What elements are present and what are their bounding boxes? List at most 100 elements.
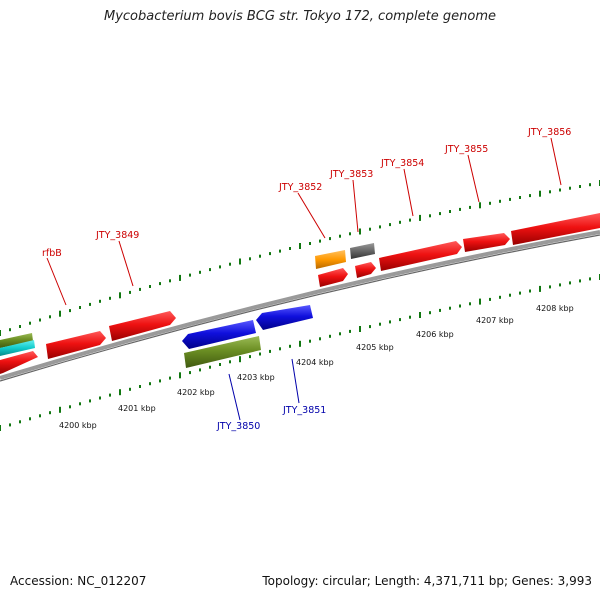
minor-tick: [319, 337, 321, 341]
minor-tick: [199, 368, 201, 372]
scale-labels: 4200 kbp 4201 kbp 4202 kbp 4203 kbp 4204…: [59, 304, 574, 430]
minor-tick: [349, 329, 351, 333]
minor-tick: [149, 382, 151, 386]
minor-tick: [549, 190, 551, 194]
gene-arrow-forward[interactable]: [511, 213, 600, 245]
major-tick: [59, 310, 61, 317]
gene-label-jty3854[interactable]: JTY_3854: [380, 158, 424, 169]
minor-tick: [159, 379, 161, 383]
gene-arrow-reverse[interactable]: [182, 320, 256, 349]
minor-tick: [19, 420, 21, 424]
gene-arrow-forward[interactable]: [463, 233, 510, 252]
minor-tick: [229, 262, 231, 266]
minor-tick: [49, 315, 51, 319]
major-tick: [179, 372, 181, 379]
major-tick: [539, 190, 541, 197]
feature-gray[interactable]: [350, 243, 375, 259]
major-tick: [119, 389, 121, 396]
minor-tick: [289, 344, 291, 348]
minor-tick: [189, 371, 191, 375]
minor-tick: [289, 247, 291, 250]
minor-tick: [9, 423, 11, 427]
minor-tick: [49, 411, 51, 415]
gene-label-jty3852[interactable]: JTY_3852: [278, 182, 322, 193]
minor-tick: [379, 322, 381, 326]
gene-label-jty3850[interactable]: JTY_3850: [216, 421, 260, 432]
minor-tick: [189, 273, 191, 277]
major-tick: [539, 285, 541, 292]
genome-summary-text: Topology: circular; Length: 4,371,711 bp…: [262, 574, 592, 588]
gene-label-jty3856[interactable]: JTY_3856: [527, 127, 571, 138]
feature-olive-reverse[interactable]: [184, 336, 261, 368]
minor-tick: [339, 332, 341, 336]
genome-backbone: [0, 230, 600, 380]
minor-tick: [369, 227, 371, 231]
minor-tick: [389, 320, 391, 324]
minor-tick: [499, 199, 501, 203]
gene-arrow-forward[interactable]: [109, 311, 176, 341]
minor-tick: [249, 355, 251, 359]
scale-label: 4208 kbp: [536, 304, 574, 313]
minor-tick: [469, 205, 471, 209]
minor-tick: [209, 268, 211, 272]
minor-tick: [249, 257, 251, 261]
scale-label: 4207 kbp: [476, 316, 514, 325]
minor-tick: [589, 183, 591, 187]
major-tick: [299, 243, 301, 249]
minor-tick: [559, 283, 561, 287]
minor-tick: [459, 207, 461, 211]
minor-tick: [389, 223, 391, 227]
minor-tick: [549, 285, 551, 289]
minor-tick: [429, 214, 431, 218]
minor-tick: [29, 321, 31, 325]
accession-text: Accession: NC_012207: [10, 574, 147, 588]
minor-tick: [19, 325, 21, 328]
gene-arrow-reverse[interactable]: [256, 305, 313, 330]
gene-arrow-forward[interactable]: [0, 351, 38, 374]
scale-label: 4203 kbp: [237, 373, 275, 382]
gene-arrow-forward[interactable]: [318, 268, 348, 287]
gene-label-jty3849[interactable]: JTY_3849: [95, 230, 139, 241]
gene-label-jty3855[interactable]: JTY_3855: [444, 144, 488, 155]
minor-tick: [149, 285, 151, 288]
minor-tick: [319, 239, 321, 243]
scale-label: 4206 kbp: [416, 330, 454, 339]
minor-tick: [469, 302, 471, 306]
gene-arrow-forward[interactable]: [355, 262, 376, 278]
minor-tick: [509, 197, 511, 201]
minor-tick: [449, 306, 451, 310]
major-tick: [419, 214, 421, 221]
feature-cyan-left[interactable]: [0, 340, 35, 356]
minor-tick: [529, 289, 531, 293]
minor-tick: [39, 414, 41, 418]
minor-tick: [259, 254, 261, 258]
major-tick: [239, 258, 241, 265]
minor-tick: [369, 325, 371, 329]
minor-tick: [229, 360, 231, 364]
feature-orange[interactable]: [315, 250, 346, 269]
minor-tick: [89, 399, 91, 403]
genome-backbone-shade: [0, 234, 600, 382]
minor-tick: [569, 281, 571, 285]
minor-tick: [39, 318, 41, 322]
minor-tick: [279, 249, 281, 253]
feature-olive-left[interactable]: [0, 333, 33, 348]
minor-tick: [399, 220, 401, 224]
minor-tick: [519, 291, 521, 295]
reverse-genes: [182, 305, 313, 349]
minor-tick: [99, 396, 101, 400]
gene-label-jty3853[interactable]: JTY_3853: [329, 169, 373, 180]
gene-arrow-forward[interactable]: [46, 331, 106, 359]
minor-tick: [579, 279, 581, 283]
minor-tick: [309, 242, 311, 245]
gene-label-rfbB[interactable]: rfbB: [42, 248, 62, 259]
major-tick: [479, 202, 481, 209]
minor-tick: [589, 277, 591, 281]
major-tick: [0, 330, 1, 336]
minor-tick: [459, 304, 461, 308]
gene-arrow-forward[interactable]: [379, 241, 462, 271]
minor-tick: [279, 347, 281, 351]
gene-label-jty3851[interactable]: JTY_3851: [282, 405, 326, 416]
major-tick: [299, 340, 301, 347]
